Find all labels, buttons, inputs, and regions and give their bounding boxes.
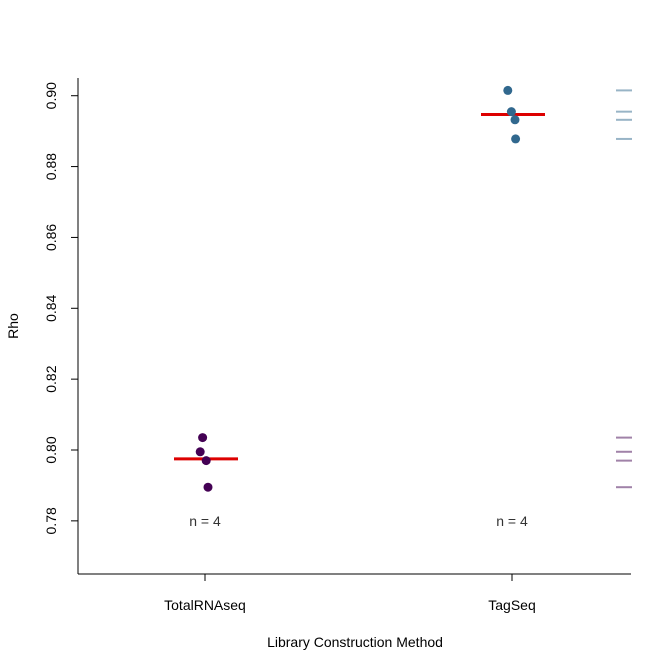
axes [77, 78, 631, 575]
y-tick-label: 0.82 [43, 365, 59, 392]
n-annotation: n = 4 [189, 513, 221, 529]
y-ticks: 0.78 0.80 0.82 0.84 0.86 0.88 0.90 [43, 82, 78, 534]
data-point [511, 134, 521, 144]
x-tick-label: TagSeq [488, 597, 535, 613]
data-point [510, 115, 520, 125]
data-point [506, 107, 516, 117]
data-points [195, 85, 521, 492]
data-point [201, 456, 211, 466]
y-tick-label: 0.88 [43, 153, 59, 180]
x-axis-title: Library Construction Method [267, 634, 443, 650]
median-lines [174, 112, 545, 461]
data-point [195, 447, 205, 457]
rug-marks [616, 89, 632, 489]
data-point [198, 433, 208, 443]
y-tick-label: 0.84 [43, 294, 59, 321]
data-point [503, 85, 513, 95]
n-annotation: n = 4 [496, 513, 528, 529]
y-axis-title: Rho [5, 313, 21, 339]
data-point [203, 482, 213, 492]
annotations: n = 4 n = 4 [189, 513, 528, 529]
y-tick-label: 0.90 [43, 82, 59, 109]
x-tick-label: TotalRNAseq [164, 597, 246, 613]
y-tick-label: 0.78 [43, 507, 59, 534]
x-ticks: TotalRNAseq TagSeq [164, 574, 536, 613]
y-tick-label: 0.80 [43, 436, 59, 463]
y-tick-label: 0.86 [43, 224, 59, 251]
